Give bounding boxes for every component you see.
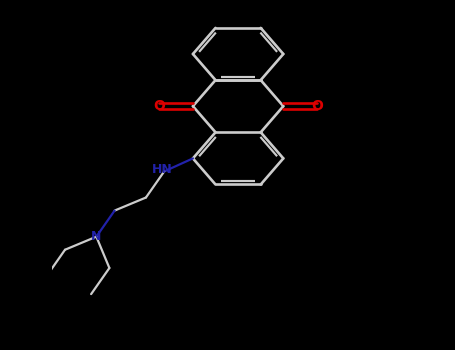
Text: O: O — [311, 99, 323, 113]
Text: O: O — [153, 99, 165, 113]
Text: HN: HN — [152, 163, 173, 176]
Text: N: N — [91, 230, 101, 243]
